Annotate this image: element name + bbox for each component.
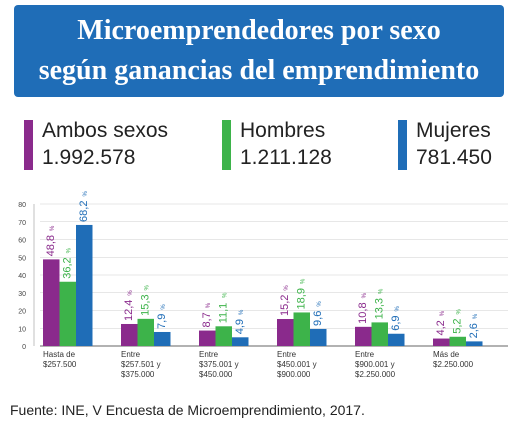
data-label: 68,2	[78, 201, 90, 222]
data-label: 18,9	[296, 288, 308, 309]
legend-label-ambos-sexos: Ambos sexos	[42, 119, 169, 142]
legend-swatch-mujeres	[398, 120, 407, 170]
x-category-label: Hasta de	[43, 350, 76, 359]
data-label-unit: %	[379, 288, 385, 294]
data-label: 11,1	[218, 303, 230, 324]
bar	[215, 326, 232, 346]
y-tick-label: 0	[22, 344, 26, 351]
data-label: 2,6	[468, 323, 480, 338]
data-label-unit: %	[161, 304, 167, 310]
chart-title: Microemprendedores por sexo según gananc…	[14, 5, 504, 97]
y-tick-label: 80	[18, 202, 26, 209]
chart-title-line-1: Microemprendedores por sexo	[77, 15, 441, 46]
data-label-unit: %	[457, 308, 463, 314]
data-label-unit: %	[145, 284, 151, 290]
bar	[43, 259, 60, 346]
bar	[154, 331, 171, 346]
x-category-label: $257.501 y	[121, 360, 161, 369]
data-label: 13,3	[374, 298, 386, 319]
legend-swatch-ambos-sexos	[24, 120, 33, 170]
y-tick-label: 10	[18, 326, 26, 333]
x-category-label: $900.000	[277, 370, 311, 379]
data-label: 9,6	[312, 311, 324, 326]
legend-total-ambos-sexos: 1.992.578	[42, 146, 136, 169]
data-label-unit: %	[128, 290, 134, 296]
x-category-label: Entre	[121, 350, 141, 359]
bar	[449, 336, 466, 346]
x-category-label: $2.250.000	[355, 370, 396, 379]
x-category-label: Entre	[355, 350, 375, 359]
data-label: 5,2	[452, 318, 464, 333]
x-category-label: $257.500	[43, 360, 77, 369]
source-note: Fuente: INE, V Encuesta de Microemprendi…	[10, 402, 365, 418]
data-label: 15,3	[140, 294, 152, 315]
x-category-label: $375.000	[121, 370, 155, 379]
data-label-unit: %	[362, 292, 368, 298]
data-label-unit: %	[395, 305, 401, 311]
data-label: 15,2	[279, 295, 291, 316]
data-label-unit: %	[473, 313, 479, 319]
data-label-unit: %	[67, 247, 73, 253]
legend-total-hombres: 1.211.128	[240, 146, 332, 169]
bar	[293, 312, 310, 346]
data-label: 10,8	[357, 302, 369, 323]
bar	[277, 319, 294, 346]
bar	[121, 323, 138, 346]
legend-swatch-hombres	[222, 120, 231, 170]
legend-label-hombres: Hombres	[240, 119, 326, 142]
data-label-unit: %	[284, 285, 290, 291]
data-label-unit: %	[83, 191, 89, 197]
y-tick-label: 20	[18, 309, 26, 316]
y-tick-label: 40	[18, 273, 26, 280]
data-label: 36,2	[62, 257, 74, 278]
x-category-label: Entre	[199, 350, 219, 359]
legend-label-mujeres: Mujeres	[416, 119, 491, 142]
data-label: 6,9	[390, 315, 402, 330]
x-category-label: $450.000	[199, 370, 233, 379]
data-label: 48,8	[45, 235, 57, 256]
x-category-label: $2.250.000	[433, 360, 474, 369]
x-category-label: $900.001 y	[355, 360, 395, 369]
bar	[355, 326, 372, 346]
bar	[310, 328, 327, 346]
data-label-unit: %	[440, 310, 446, 316]
bar	[371, 322, 388, 346]
chart-title-line-2: según ganancias del emprendimiento	[38, 55, 480, 86]
bar	[76, 224, 93, 346]
data-label-unit: %	[239, 309, 245, 315]
y-tick-label: 70	[18, 220, 26, 227]
bar	[466, 341, 483, 346]
data-label: 7,9	[156, 314, 168, 329]
data-label: 8,7	[201, 312, 213, 327]
data-label: 12,4	[123, 300, 135, 321]
bar-chart: 0 10 20 30 40 50 60 70 80 48,8% 36,2% 68,2% Hasta de…	[18, 191, 508, 379]
bar	[59, 281, 76, 346]
data-label: 4,2	[435, 320, 447, 335]
bar	[433, 338, 450, 346]
y-tick-label: 50	[18, 255, 26, 262]
data-label: 4,9	[234, 319, 246, 334]
bar	[232, 337, 249, 346]
bar	[199, 330, 216, 346]
y-tick-label: 60	[18, 238, 26, 245]
y-tick-label: 30	[18, 291, 26, 298]
legend-total-mujeres: 781.450	[416, 146, 492, 169]
x-category-label: $450.001 y	[277, 360, 317, 369]
x-category-label: Más de	[433, 350, 460, 359]
x-category-label: $375.001 y	[199, 360, 239, 369]
bar	[388, 333, 405, 346]
data-label-unit: %	[50, 225, 56, 231]
data-label-unit: %	[223, 292, 229, 298]
bar	[137, 318, 154, 346]
x-category-label: Entre	[277, 350, 297, 359]
data-label-unit: %	[206, 302, 212, 308]
data-label-unit: %	[301, 278, 307, 284]
data-label-unit: %	[317, 301, 323, 307]
